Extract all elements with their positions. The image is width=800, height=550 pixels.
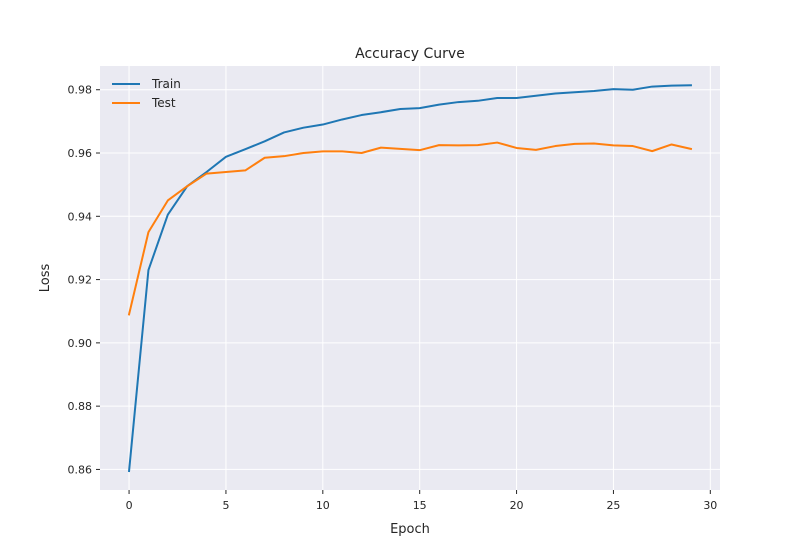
x-tick-label: 20 — [510, 499, 524, 512]
x-tick-label: 30 — [703, 499, 717, 512]
data-series — [127, 84, 693, 473]
y-tick-label: 0.94 — [68, 210, 93, 223]
y-tick-label: 0.92 — [68, 274, 93, 287]
legend-label-test: Test — [151, 96, 176, 110]
x-tick-label: 25 — [606, 499, 620, 512]
y-tick-label: 0.90 — [68, 337, 93, 350]
y-axis-label: Loss — [38, 264, 53, 293]
x-tick-label: 15 — [413, 499, 427, 512]
legend: Train Test — [112, 77, 181, 110]
y-axis-ticks: 0.86 0.88 0.90 0.92 0.94 0.96 0.98 — [68, 84, 100, 476]
x-axis-ticks: 0 5 10 15 20 25 30 — [126, 490, 717, 512]
x-axis-label: Epoch — [390, 522, 430, 537]
y-tick-label: 0.86 — [68, 463, 93, 476]
y-tick-label: 0.98 — [68, 84, 93, 97]
series-line-test — [127, 141, 693, 316]
y-tick-label: 0.96 — [68, 147, 93, 160]
x-tick-label: 10 — [316, 499, 330, 512]
x-tick-label: 5 — [222, 499, 229, 512]
chart-title: Accuracy Curve — [355, 46, 465, 62]
y-tick-label: 0.88 — [68, 400, 93, 413]
x-tick-label: 0 — [126, 499, 133, 512]
series-line-train — [127, 84, 692, 473]
plot-area — [100, 66, 720, 490]
legend-label-train: Train — [151, 77, 181, 91]
